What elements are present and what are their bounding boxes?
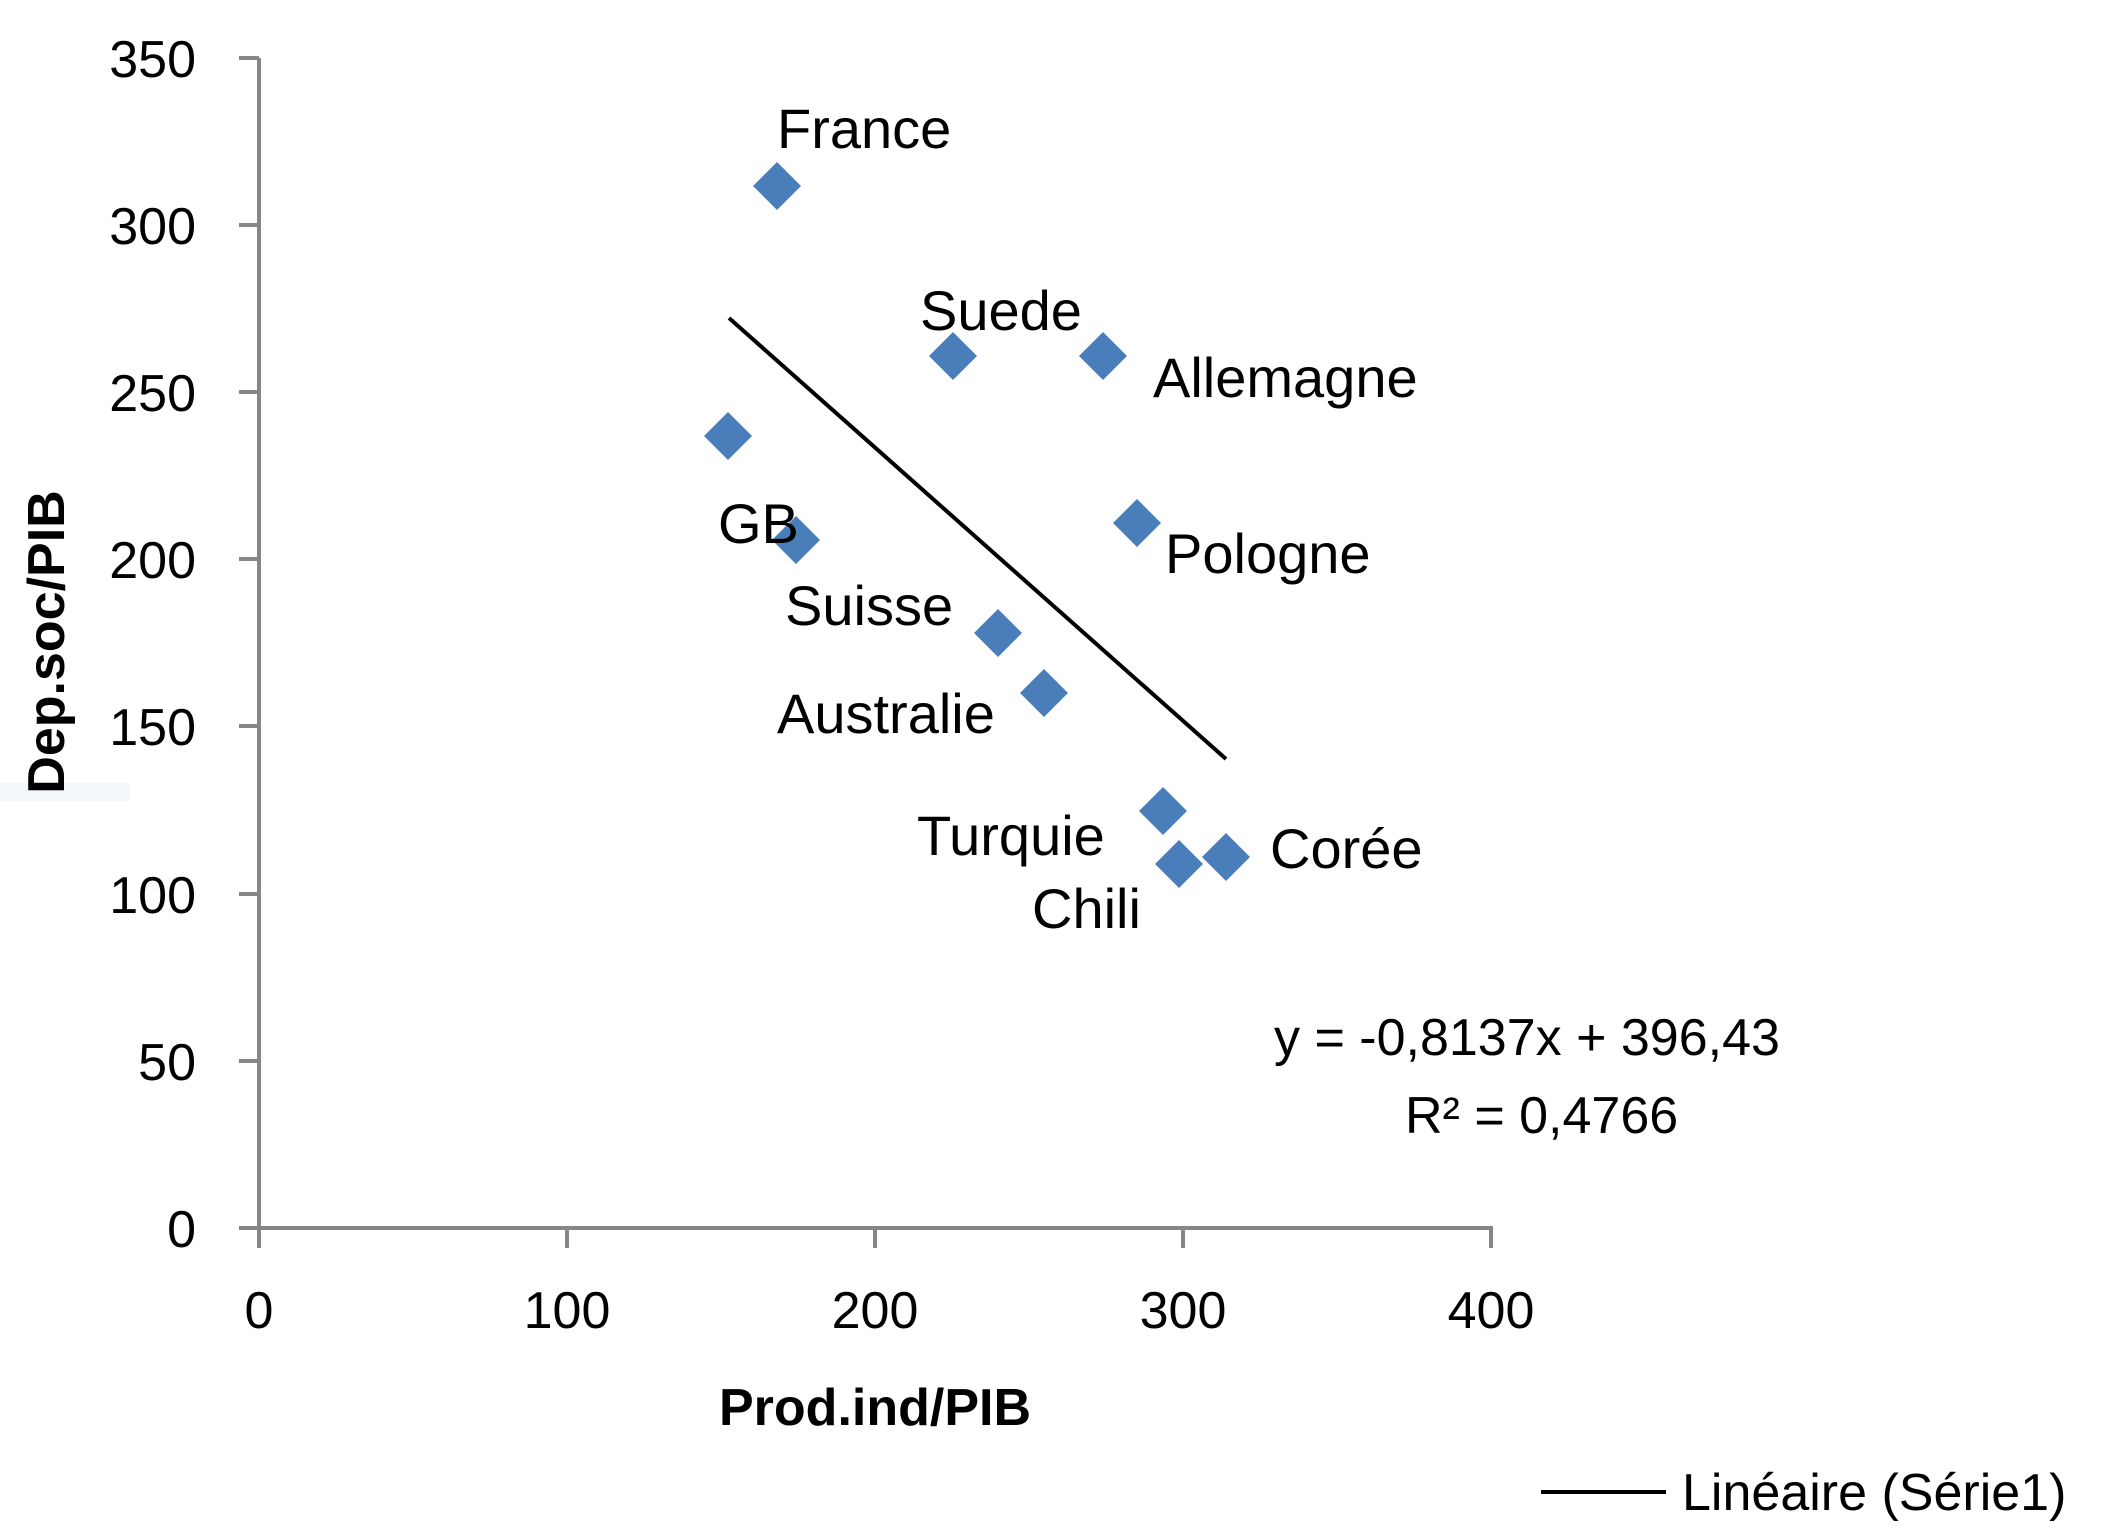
x-tick-300: 300 — [1140, 1282, 1227, 1340]
label-allemagne: Allemagne — [1153, 346, 1418, 409]
marker-turquie — [1139, 787, 1187, 835]
label-coree: Corée — [1270, 817, 1423, 880]
data-markers — [704, 162, 1250, 888]
y-tick-350: 350 — [109, 31, 196, 89]
y-tick-50: 50 — [138, 1034, 196, 1092]
y-tick-0: 0 — [167, 1201, 196, 1259]
point-labels: France Suede Allemagne GB Pologne Suisse… — [718, 97, 1423, 940]
x-axis-ticks — [257, 1228, 1493, 1248]
y-axis-ticks — [239, 56, 259, 1230]
marker-chili — [1155, 840, 1203, 888]
marker-france — [753, 162, 801, 210]
equation-text: y = -0,8137x + 396,43 — [1274, 1009, 1780, 1067]
marker-pologne — [1113, 499, 1161, 547]
background-artifact — [0, 783, 130, 801]
label-australie: Australie — [777, 682, 995, 745]
label-chili: Chili — [1032, 877, 1141, 940]
y-axis-title: Dep.soc/PIB — [18, 490, 76, 793]
x-tick-0: 0 — [245, 1282, 274, 1340]
marker-gb — [772, 516, 820, 564]
x-axis: 0 100 200 300 400 Prod.ind/PIB — [239, 1226, 1535, 1437]
marker-unlabeled — [704, 412, 752, 460]
marker-coree — [1202, 833, 1250, 881]
legend: Linéaire (Série1) — [1541, 1464, 2066, 1522]
marker-suisse — [974, 609, 1022, 657]
linear-trendline — [727, 316, 1228, 761]
r-squared-text: R² = 0,4766 — [1405, 1087, 1678, 1145]
y-tick-200: 200 — [109, 532, 196, 590]
y-tick-300: 300 — [109, 198, 196, 256]
x-axis-tick-labels: 0 100 200 300 400 — [245, 1282, 1535, 1340]
legend-label: Linéaire (Série1) — [1682, 1464, 2066, 1522]
trendline-equation: y = -0,8137x + 396,43 R² = 0,4766 — [1274, 1009, 1780, 1145]
label-pologne: Pologne — [1165, 522, 1371, 585]
y-tick-100: 100 — [109, 867, 196, 925]
label-suede: Suede — [920, 279, 1082, 342]
x-tick-100: 100 — [524, 1282, 611, 1340]
y-tick-150: 150 — [109, 699, 196, 757]
x-axis-title: Prod.ind/PIB — [719, 1379, 1031, 1437]
marker-suede — [929, 332, 977, 380]
label-france: France — [777, 97, 951, 160]
x-tick-400: 400 — [1448, 1282, 1535, 1340]
label-gb: GB — [718, 492, 799, 555]
x-tick-200: 200 — [832, 1282, 919, 1340]
label-suisse: Suisse — [785, 574, 953, 637]
y-axis: 0 50 100 150 200 250 300 350 Dep.soc/PIB — [18, 31, 261, 1259]
label-turquie: Turquie — [917, 804, 1105, 867]
y-axis-tick-labels: 0 50 100 150 200 250 300 350 — [109, 31, 196, 1259]
marker-allemagne — [1079, 332, 1127, 380]
y-tick-250: 250 — [109, 365, 196, 423]
marker-australie — [1020, 669, 1068, 717]
